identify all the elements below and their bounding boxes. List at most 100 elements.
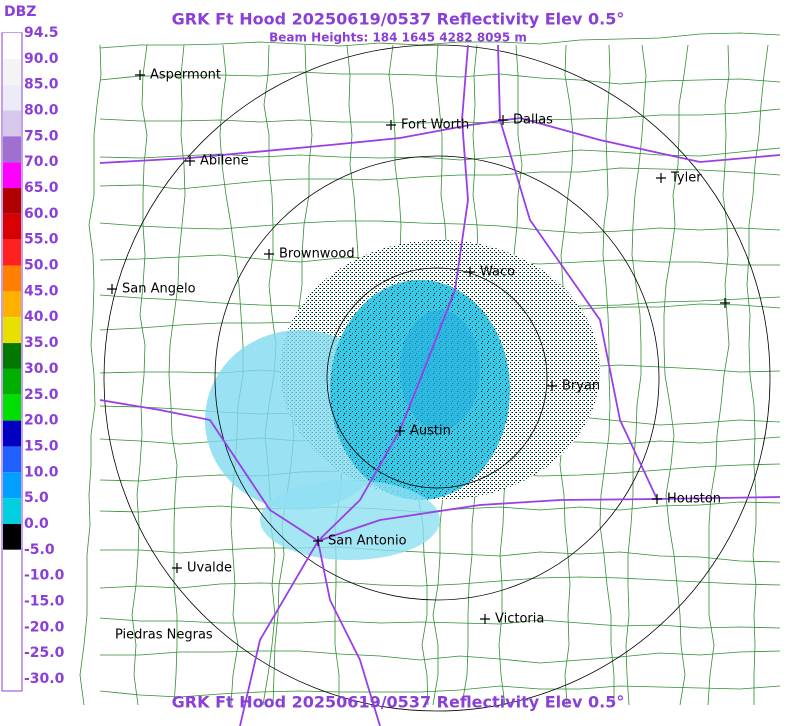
scale-label: -15.0	[24, 593, 65, 609]
city-markers: Aspermont Fort Worth Dallas Abilene Tyler Bro…	[107, 68, 730, 643]
scale-label: 10.0	[24, 464, 59, 480]
city-label: Bryan	[562, 379, 600, 394]
county-line	[131, 44, 148, 706]
city-marker	[652, 494, 662, 504]
city-label: Houston	[667, 492, 721, 507]
city-marker	[720, 298, 730, 308]
scale-label: 60.0	[24, 206, 59, 222]
county-line	[99, 220, 781, 234]
scale-band	[3, 265, 21, 292]
color-scale: 94.5 90.0 85.0 80.0 75.0 70.0 65.0 60.0 55.0 50.0…	[1, 25, 65, 692]
scale-label: 90.0	[24, 51, 59, 67]
county-line	[707, 44, 730, 706]
scale-band	[3, 394, 21, 421]
scale-label: 20.0	[24, 413, 59, 429]
scale-label: 94.5	[24, 25, 59, 41]
scale-label: 85.0	[24, 77, 59, 93]
city-label: Dallas	[513, 113, 553, 128]
county-line	[99, 71, 781, 85]
scale-label: 55.0	[24, 232, 59, 248]
city-marker	[185, 156, 195, 166]
scale-band	[3, 162, 21, 189]
title-bottom: GRK Ft Hood 20250619/0537 Reflectivity E…	[172, 693, 625, 712]
county-line	[663, 44, 689, 706]
scale-band	[3, 601, 21, 628]
city-label: Waco	[480, 265, 515, 280]
scale-label: 30.0	[24, 361, 59, 377]
county-line	[168, 44, 186, 706]
city-marker	[395, 426, 405, 436]
scale-band	[3, 653, 21, 679]
scale-label: 80.0	[24, 103, 59, 119]
scale-label: -30.0	[24, 671, 65, 687]
scale-band	[3, 575, 21, 602]
city-label: San Angelo	[122, 282, 196, 297]
county-line	[79, 44, 102, 706]
scale-label: -20.0	[24, 619, 65, 635]
scale-band	[3, 498, 21, 524]
scale-label: 25.0	[24, 387, 59, 403]
city-marker	[107, 284, 117, 294]
scale-label: 5.0	[24, 490, 49, 506]
radar-echo	[205, 240, 600, 560]
scale-band	[3, 627, 21, 654]
scale-label: 50.0	[24, 258, 59, 274]
scale-band	[3, 84, 21, 111]
city-label: Aspermont	[150, 68, 221, 83]
county-line	[99, 685, 781, 698]
county-line	[599, 44, 615, 705]
scale-label: -10.0	[24, 568, 65, 584]
scale-label: 0.0	[24, 516, 49, 532]
scale-band	[3, 110, 21, 137]
scale-label: 15.0	[24, 438, 59, 454]
scale-band	[3, 33, 21, 59]
scale-unit: DBZ	[4, 4, 36, 20]
city-marker	[386, 120, 396, 130]
scale-band	[3, 523, 21, 550]
subtitle: Beam Heights: 184 1645 4282 8095 m	[269, 31, 527, 45]
highways	[99, 44, 781, 726]
scale-label: 70.0	[24, 154, 59, 170]
scale-label: 45.0	[24, 283, 59, 299]
scale-band	[3, 136, 21, 163]
scale-band	[3, 420, 21, 447]
city-label: Abilene	[200, 154, 249, 169]
city-label: Victoria	[495, 612, 544, 627]
city-marker	[480, 614, 490, 624]
scale-label: -5.0	[24, 542, 55, 558]
scale-band	[3, 188, 21, 214]
city-marker	[465, 267, 475, 277]
county-line	[746, 44, 769, 705]
city-label: Austin	[410, 424, 451, 439]
scale-band	[3, 58, 21, 85]
scale-band	[3, 472, 21, 499]
scale-band	[3, 343, 21, 369]
city-label: Fort Worth	[401, 118, 469, 133]
county-line	[100, 546, 781, 563]
scale-label: 65.0	[24, 180, 59, 196]
scale-band	[3, 291, 21, 318]
scale-band	[3, 368, 21, 395]
title: GRK Ft Hood 20250619/0537 Reflectivity E…	[172, 10, 625, 29]
city-label: Tyler	[670, 171, 702, 186]
city-marker	[547, 381, 557, 391]
scale-band	[3, 549, 21, 576]
scale-band	[3, 446, 21, 473]
city-label: Brownwood	[279, 247, 355, 262]
city-label: Piedras Negras	[115, 628, 213, 643]
range-rings	[103, 44, 771, 712]
county-line	[625, 44, 647, 706]
city-label: Uvalde	[187, 561, 232, 576]
city-marker	[656, 173, 666, 183]
scale-label: -25.0	[24, 645, 65, 661]
city-marker	[264, 249, 274, 259]
scale-label: 40.0	[24, 309, 59, 325]
county-line	[99, 167, 781, 190]
city-label: San Antonio	[328, 534, 407, 549]
scale-band	[3, 239, 21, 266]
city-marker	[172, 563, 182, 573]
scale-band	[3, 213, 21, 240]
city-marker	[498, 115, 508, 125]
